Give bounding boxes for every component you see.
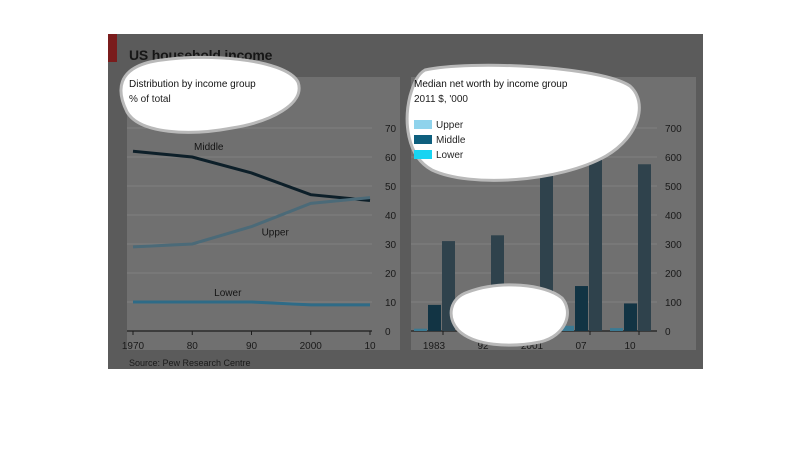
- bar-lower-07: [561, 325, 574, 331]
- right-x-tick-label: 10: [624, 341, 636, 352]
- brand-accent-bar: [108, 34, 117, 62]
- series-label-lower: Lower: [214, 288, 242, 299]
- left-y-tick-label: 60: [385, 153, 397, 164]
- bar-upper-2001: [540, 165, 553, 331]
- left-x-tick-label: 90: [246, 341, 258, 352]
- bar-middle-10: [624, 303, 637, 331]
- right-y-tick-label: 100: [665, 298, 682, 309]
- right-y-tick-label: 700: [665, 124, 682, 135]
- source-note: Source: Pew Research Centre: [129, 358, 251, 368]
- left-chart-subtitle: % of total: [129, 94, 171, 105]
- left-chart-title: Distribution by income group: [129, 79, 256, 90]
- right-y-tick-label: 400: [665, 211, 682, 222]
- left-y-tick-label: 70: [385, 124, 397, 135]
- right-chart-title: Median net worth by income group: [414, 79, 568, 90]
- left-y-tick-label: 50: [385, 182, 397, 193]
- left-y-tick-label: 30: [385, 240, 397, 251]
- line-series-middle: [132, 149, 371, 202]
- right-y-tick-label: 200: [665, 269, 682, 280]
- bar-middle-2001: [526, 293, 539, 331]
- bar-upper-10: [638, 164, 651, 331]
- line-series-upper: [132, 196, 371, 249]
- left-y-tick-label: 0: [385, 327, 391, 338]
- bar-lower-2001: [512, 326, 525, 331]
- series-label-upper: Upper: [262, 227, 290, 238]
- right-chart-subtitle: 2011 $, '000: [414, 94, 468, 105]
- left-x-tick-label: 10: [364, 341, 376, 352]
- bar-middle-07: [575, 286, 588, 331]
- left-y-tick-label: 20: [385, 269, 397, 280]
- bar-upper-1983: [442, 241, 455, 331]
- bar-lower-92: [463, 328, 476, 331]
- bar-upper-92-highlight: [491, 304, 504, 331]
- series-label-middle: Middle: [194, 142, 224, 153]
- right-y-tick-label: 300: [665, 240, 682, 251]
- right-x-tick-label: 92: [477, 341, 489, 352]
- right-x-tick-label: 2001: [521, 341, 544, 352]
- bar-lower-1983: [414, 328, 427, 331]
- bar-lower-10: [610, 328, 623, 331]
- bar-middle-92-highlight: [477, 304, 490, 331]
- right-x-tick-label: 07: [575, 341, 587, 352]
- left-y-tick-label: 10: [385, 298, 397, 309]
- left-x-tick-label: 2000: [300, 341, 323, 352]
- line-series-lower: [133, 300, 370, 307]
- bar-upper-07: [589, 130, 602, 331]
- right-y-tick-label: 500: [665, 182, 682, 193]
- right-y-tick-label: 0: [665, 327, 671, 338]
- left-y-tick-label: 40: [385, 211, 397, 222]
- bar-middle-1983: [428, 304, 441, 331]
- left-x-tick-label: 1970: [122, 341, 145, 352]
- left-x-tick-label: 80: [187, 341, 199, 352]
- right-y-tick-label: 600: [665, 153, 682, 164]
- right-x-tick-label: 1983: [423, 341, 446, 352]
